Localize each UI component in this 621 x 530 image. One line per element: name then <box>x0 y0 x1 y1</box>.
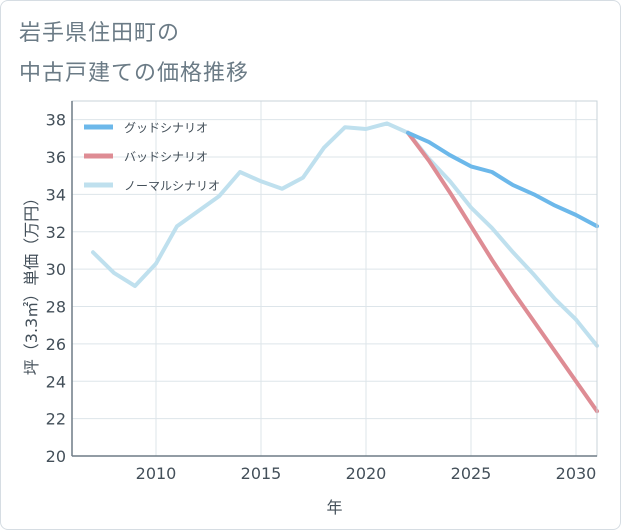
chart-title-line-1: 岩手県住田町の <box>19 21 181 46</box>
x-tick-label: 2025 <box>451 464 492 483</box>
axes <box>71 100 598 457</box>
y-tick-label: 24 <box>46 372 66 391</box>
y-tick-label: 22 <box>46 410 66 429</box>
series-line-1 <box>406 130 599 414</box>
y-axis-label: 坪（3.3㎡）単価（万円） <box>22 190 41 375</box>
y-tick-label: 34 <box>46 185 66 204</box>
legend-label-0: グッドシナリオ <box>124 121 208 135</box>
legend-label-2: ノーマルシナリオ <box>124 179 220 193</box>
plot-area <box>72 101 597 456</box>
y-tick-label: 20 <box>46 447 66 466</box>
y-tick-label: 38 <box>46 111 66 130</box>
y-tick-label: 30 <box>46 260 66 279</box>
x-tick-label: 2015 <box>241 464 282 483</box>
series-line-2 <box>91 121 599 348</box>
chart-title-line-2: 中古戸建ての価格推移 <box>19 61 250 86</box>
series-layer <box>91 121 599 414</box>
y-tick-label: 26 <box>46 335 66 354</box>
y-tick-label: 28 <box>46 298 66 317</box>
tick-labels: 20 22 24 26 28 30 32 34 36 38 2010 2015 2020 2025 2030 <box>46 111 597 483</box>
x-axis-label: 年 <box>326 498 342 517</box>
y-tick-label: 36 <box>46 148 66 167</box>
y-tick-label: 32 <box>46 223 66 242</box>
x-tick-label: 2030 <box>556 464 597 483</box>
series-line-0 <box>406 130 599 229</box>
x-tick-label: 2020 <box>346 464 387 483</box>
x-tick-label: 2010 <box>136 464 177 483</box>
legend-label-1: バッドシナリオ <box>124 150 208 164</box>
